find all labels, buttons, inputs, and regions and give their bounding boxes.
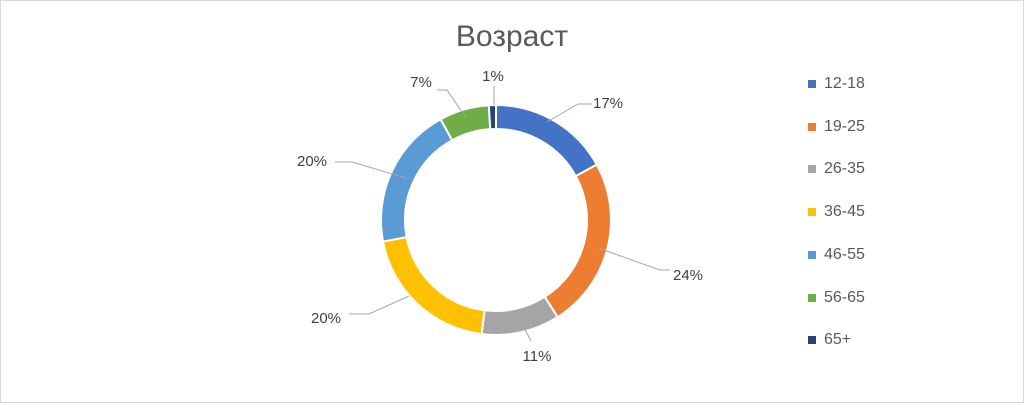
- legend-item-26-35: 26-35: [808, 159, 865, 179]
- slice-46-55: [380, 117, 454, 243]
- legend-swatch: [808, 165, 816, 174]
- data-label-46-55: 20%: [297, 153, 327, 170]
- leader-line-12-18: [546, 103, 592, 123]
- legend-item-12-18: 12-18: [808, 74, 865, 94]
- data-label-56-65: 7%: [410, 74, 432, 91]
- slice-26-35: [480, 295, 560, 336]
- legend-item-36-45: 36-45: [808, 202, 865, 222]
- slice-36-45: [381, 235, 486, 336]
- slices-group: [380, 103, 612, 336]
- legend-item-56-65: 56-65: [808, 288, 865, 308]
- leader-line-56-65: [437, 89, 467, 119]
- data-label-65+: 1%: [482, 68, 504, 85]
- legend-swatch: [808, 80, 816, 88]
- legend-swatch: [808, 336, 816, 345]
- data-label-36-45: 20%: [311, 310, 341, 327]
- legend-label: 19-25: [824, 117, 865, 135]
- legend-label: 12-18: [824, 75, 865, 92]
- legend-item-65+: 65+: [808, 330, 851, 350]
- slice-65+: [487, 103, 497, 131]
- leader-line-19-25: [597, 247, 670, 271]
- legend-swatch: [808, 250, 816, 259]
- legend-swatch: [808, 293, 816, 302]
- leader-line-46-55: [335, 161, 407, 179]
- data-label-26-35: 11%: [523, 348, 552, 365]
- legend-swatch: [808, 122, 816, 131]
- data-labels-group: 17% 24% 11% 20% 20% 7% 1%: [297, 68, 703, 365]
- leader-line-26-35: [518, 317, 532, 342]
- slice-19-25: [543, 163, 612, 319]
- slice-12-18: [495, 103, 599, 178]
- legend-label: 46-55: [824, 245, 865, 263]
- legend-label: 65+: [824, 331, 852, 349]
- legend-label: 26-35: [824, 160, 865, 178]
- data-label-19-25: 24%: [673, 267, 703, 284]
- legend-label: 36-45: [824, 203, 865, 221]
- legend-item-19-25: 19-25: [808, 117, 865, 137]
- leader-line-36-45: [349, 295, 410, 315]
- leader-lines-group: [335, 86, 670, 342]
- data-label-12-18: 17%: [593, 95, 623, 112]
- legend-swatch: [808, 208, 816, 217]
- legend-label: 56-65: [824, 288, 865, 306]
- legend-item-46-55: 46-55: [808, 245, 865, 265]
